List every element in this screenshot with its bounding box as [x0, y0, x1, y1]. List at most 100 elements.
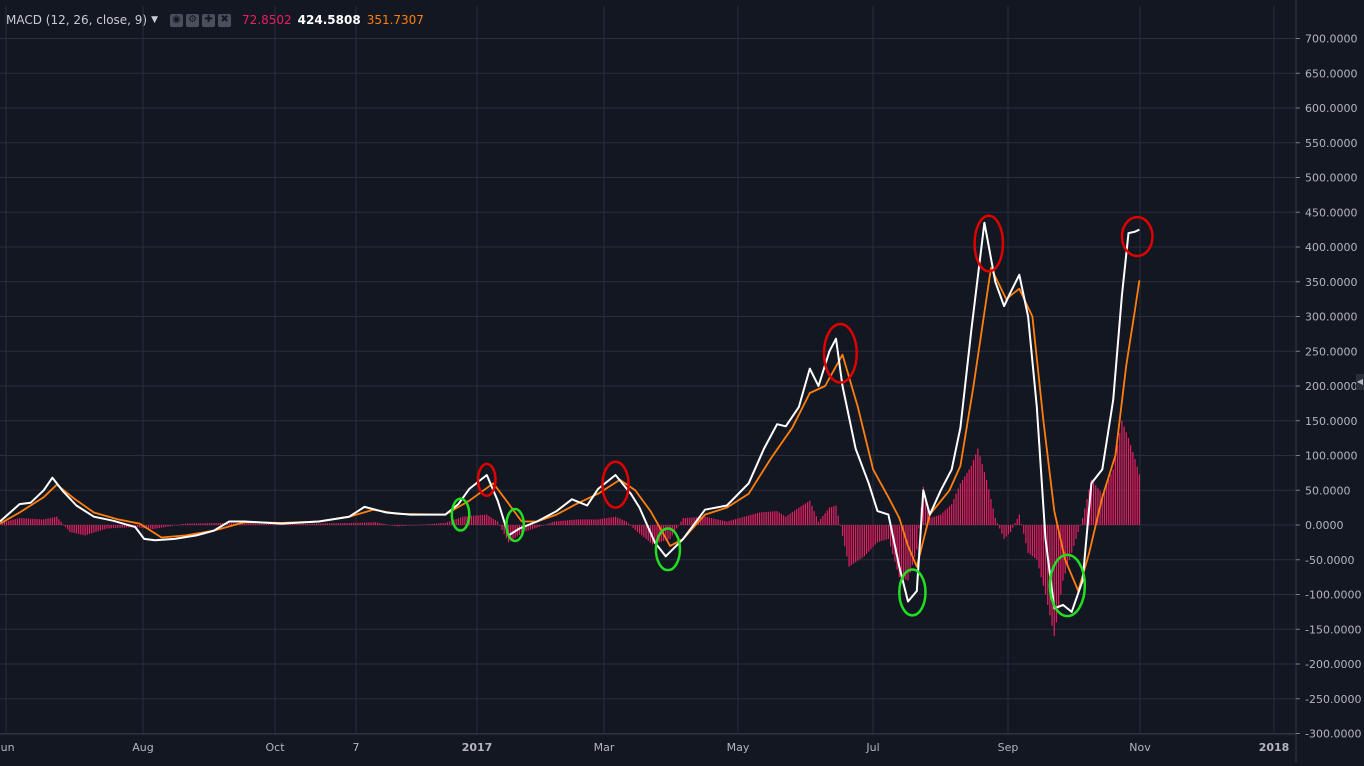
histogram-bar — [619, 518, 621, 525]
histogram-bar — [289, 524, 291, 525]
histogram-bar — [101, 525, 104, 530]
caret-down-icon[interactable]: ▼ — [151, 15, 159, 25]
histogram-bar — [846, 525, 848, 557]
histogram-bar — [876, 525, 879, 543]
histogram-bar — [490, 517, 492, 525]
histogram-bar — [654, 525, 656, 544]
histogram-bar — [283, 524, 285, 525]
histogram-bar — [1012, 525, 1014, 528]
histogram-bar — [455, 519, 457, 525]
histogram-bar — [673, 525, 676, 532]
scale-handle-icon[interactable]: ◀ — [1356, 374, 1364, 390]
histogram-bar — [174, 525, 176, 526]
histogram-bar — [717, 519, 719, 525]
histogram-bar — [634, 525, 636, 530]
histogram-bar — [145, 525, 147, 529]
histogram-bar — [379, 523, 381, 525]
histogram-bar — [344, 523, 346, 525]
histogram-bar — [606, 518, 608, 525]
histogram-bar — [84, 525, 86, 536]
histogram-bar — [721, 520, 724, 525]
histogram-bar — [833, 506, 835, 525]
histogram-bar — [968, 469, 970, 525]
histogram-bar — [549, 523, 551, 525]
histogram-bar — [573, 519, 575, 525]
histogram-bar — [58, 519, 60, 525]
x-tick-label: Sep — [998, 741, 1019, 754]
histogram-bar — [263, 523, 265, 525]
histogram-bar — [409, 525, 411, 526]
histogram-bar — [948, 506, 951, 525]
histogram-bar — [686, 517, 689, 525]
histogram-bar — [1036, 525, 1038, 560]
plus-icon[interactable]: ✚ — [202, 13, 216, 27]
histogram-bar — [228, 523, 230, 525]
histogram-bar — [222, 522, 224, 525]
histogram-bar — [427, 524, 429, 525]
y-tick-label: -300.0000 — [1305, 728, 1361, 741]
histogram-bar — [855, 525, 857, 563]
histogram-bar — [470, 515, 473, 525]
histogram-bar — [1110, 474, 1112, 525]
histogram-bar — [459, 517, 462, 525]
histogram-bar — [953, 498, 955, 525]
histogram-bar — [1029, 525, 1031, 555]
eye-icon[interactable]: ◉ — [170, 13, 184, 27]
histogram-bar — [121, 525, 123, 528]
histogram-bar — [243, 523, 246, 525]
histogram-bar — [540, 525, 542, 526]
histogram-bar — [604, 518, 606, 525]
histogram-bar — [19, 518, 21, 525]
histogram-bar — [36, 519, 38, 525]
macd-line — [0, 221, 1140, 613]
histogram-bar — [684, 517, 686, 525]
histogram-bar — [645, 525, 647, 540]
histogram-bar — [551, 522, 553, 525]
histogram-bar — [1003, 525, 1005, 539]
histogram-bar — [820, 518, 822, 525]
histogram-bar — [112, 525, 115, 529]
histogram-bar — [86, 525, 88, 535]
histogram-bar — [165, 525, 167, 527]
histogram-bar — [1038, 525, 1040, 569]
x-tick-label: Jun — [0, 741, 15, 754]
x-tick-label: Oct — [265, 741, 285, 754]
histogram-bar — [331, 523, 333, 525]
histogram-bar — [785, 516, 787, 525]
histogram-bar — [320, 523, 322, 525]
histogram-bar — [342, 523, 344, 525]
histogram-bar — [588, 519, 590, 525]
histogram-bar — [1125, 432, 1127, 525]
y-tick-label: -50.0000 — [1305, 554, 1354, 567]
histogram-bar — [1108, 479, 1110, 525]
histogram-bar — [359, 522, 361, 525]
histogram-bar — [977, 448, 979, 525]
histogram-bar — [204, 523, 206, 525]
histogram-bar — [348, 522, 350, 525]
indicator-title[interactable]: MACD (12, 26, close, 9) — [6, 13, 148, 27]
histogram-bar — [401, 525, 403, 527]
histogram-bar — [1001, 525, 1003, 534]
histogram-bar — [206, 523, 208, 525]
histogram-bar — [946, 508, 948, 525]
histogram-bar — [315, 523, 318, 525]
gear-icon[interactable]: ⚙ — [186, 13, 200, 27]
histogram-bar — [601, 518, 604, 525]
histogram-bar — [405, 525, 407, 526]
histogram-bar — [680, 521, 682, 525]
histogram-bar — [881, 525, 883, 541]
histogram-bar — [250, 523, 252, 525]
histogram-bar — [913, 525, 916, 558]
histogram-bar — [743, 516, 745, 525]
y-tick-label: 300.0000 — [1305, 311, 1358, 324]
histogram-bar — [737, 518, 739, 525]
close-icon[interactable]: ✖ — [218, 13, 232, 27]
histogram-bar — [944, 510, 946, 525]
histogram-bar — [1034, 525, 1036, 559]
histogram-bar — [1023, 525, 1025, 534]
histogram-bar — [769, 511, 772, 525]
histogram-bar — [294, 523, 296, 525]
histogram-bar — [625, 521, 628, 525]
histogram-bar — [593, 519, 595, 525]
histogram-bar — [774, 511, 776, 525]
